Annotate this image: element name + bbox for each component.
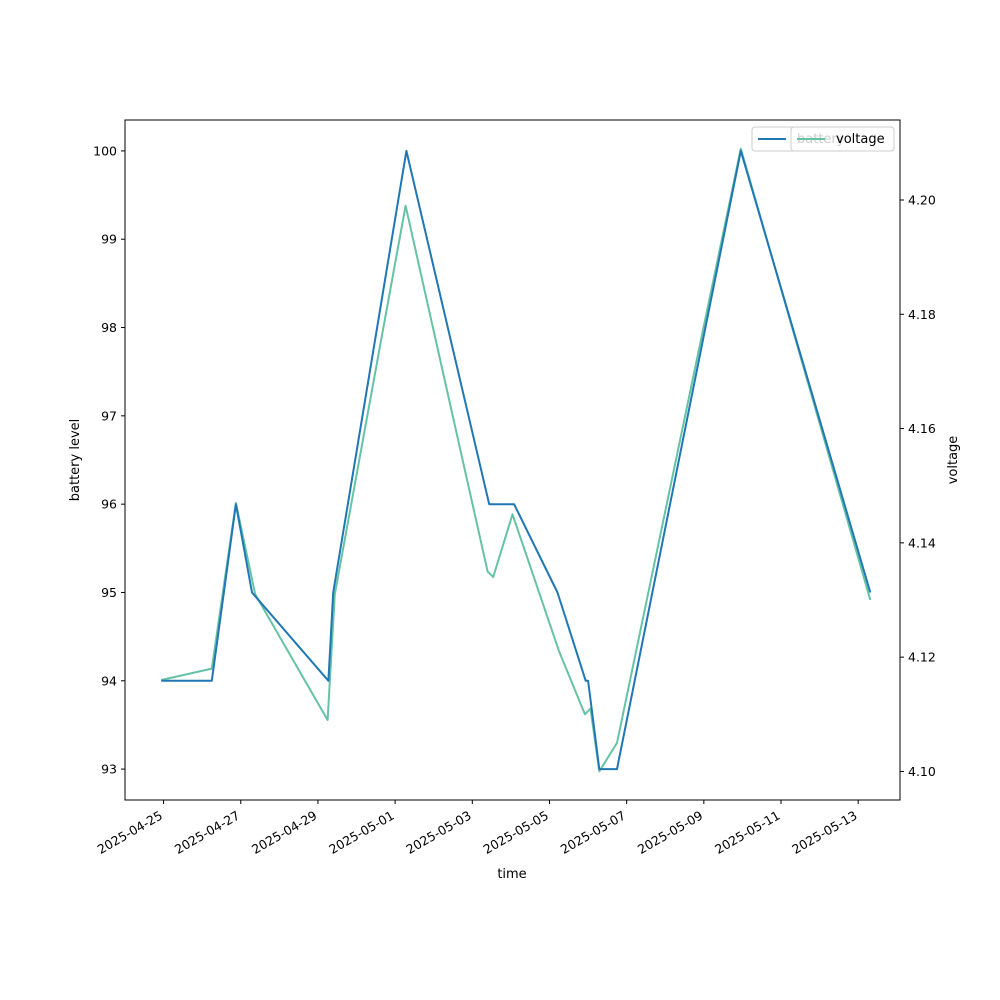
- y-right-tick-label: 4.12: [908, 650, 936, 665]
- series-line-battery: [161, 149, 872, 771]
- legend-voltage-label: voltage: [836, 132, 885, 147]
- y-left-axis-label: battery level: [68, 419, 83, 502]
- y-right-axis-ticks: 4.10 4.12 4.14 4.16 4.18 4.20: [900, 193, 936, 779]
- x-axis-label: time: [497, 867, 526, 882]
- y-left-axis-ticks: 93 94 95 96 97 98 99 100: [93, 143, 125, 777]
- y-right-axis-label: voltage: [946, 436, 961, 485]
- legend-voltage: voltage: [790, 126, 895, 152]
- y-right-tick-label: 4.14: [908, 535, 936, 550]
- y-left-tick-label: 94: [101, 673, 117, 688]
- series-line-voltage: [160, 147, 872, 773]
- plot-frame: [124, 119, 901, 801]
- y-left-tick-label: 100: [93, 143, 117, 158]
- y-left-tick-label: 98: [101, 320, 117, 335]
- series-layer: [160, 147, 872, 773]
- y-left-tick-label: 96: [101, 497, 117, 512]
- y-right-tick-label: 4.16: [908, 421, 936, 436]
- y-left-tick-label: 95: [101, 585, 117, 600]
- legend-voltage-box: [790, 126, 895, 152]
- y-right-tick-label: 4.18: [908, 307, 936, 322]
- y-left-tick-label: 99: [101, 232, 117, 247]
- y-right-tick-label: 4.10: [908, 764, 936, 779]
- y-left-tick-label: 93: [101, 762, 117, 777]
- y-left-tick-label: 97: [101, 408, 117, 423]
- y-right-tick-label: 4.20: [908, 193, 936, 208]
